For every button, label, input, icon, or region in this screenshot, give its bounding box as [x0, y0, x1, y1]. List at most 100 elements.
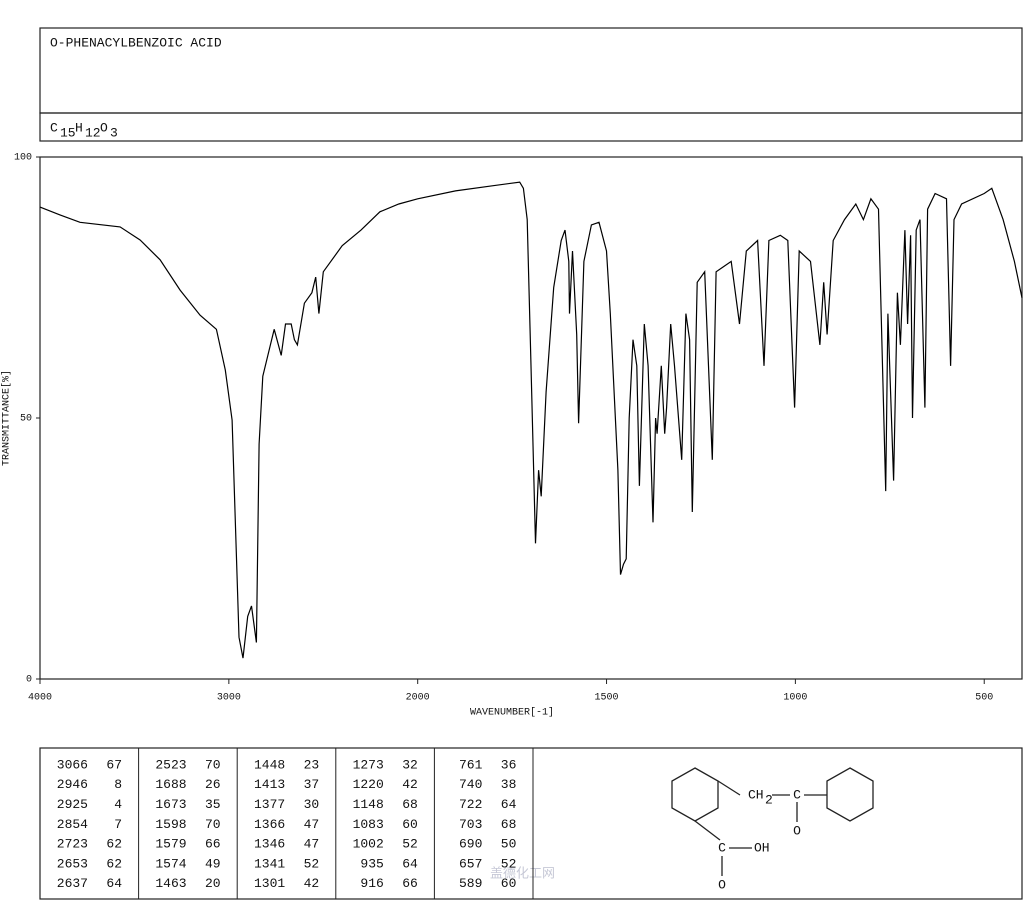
formula: C 15 H 12 O 3: [50, 120, 118, 140]
peak-wavenumber: 690: [459, 837, 482, 852]
y-tick-label: 0: [26, 675, 32, 686]
peak-wavenumber: 1148: [353, 797, 384, 812]
peak-transmittance: 26: [205, 777, 221, 792]
peak-transmittance: 70: [205, 757, 221, 772]
x-tick-label: 2000: [406, 693, 430, 704]
peak-transmittance: 42: [304, 876, 320, 891]
peak-wavenumber: 2637: [57, 876, 88, 891]
formula-element: H: [75, 120, 83, 135]
spectrum-line: [39, 181, 1023, 659]
peak-wavenumber: 1346: [254, 837, 285, 852]
peak-wavenumber: 1413: [254, 777, 285, 792]
peak-transmittance: 68: [402, 797, 418, 812]
peak-wavenumber: 2925: [57, 797, 88, 812]
formula-subscript: 15: [60, 125, 76, 140]
atom-label: 2: [765, 792, 773, 807]
peak-transmittance: 32: [402, 757, 418, 772]
peak-wavenumber: 2854: [57, 817, 88, 832]
peak-transmittance: 52: [501, 856, 517, 871]
peak-transmittance: 49: [205, 856, 221, 871]
peak-transmittance: 62: [106, 837, 122, 852]
peak-transmittance: 64: [106, 876, 122, 891]
peak-transmittance: 60: [501, 876, 517, 891]
peak-wavenumber: 1220: [353, 777, 384, 792]
peak-wavenumber: 1598: [155, 817, 186, 832]
peak-wavenumber: 1341: [254, 856, 285, 871]
peak-wavenumber: 1377: [254, 797, 285, 812]
atom-label: C: [793, 787, 801, 802]
peak-wavenumber: 3066: [57, 757, 88, 772]
peak-wavenumber: 1688: [155, 777, 186, 792]
peak-transmittance: 50: [501, 837, 517, 852]
peak-wavenumber: 1448: [254, 757, 285, 772]
peak-wavenumber: 1579: [155, 837, 186, 852]
atom-label: C: [718, 840, 726, 855]
peak-wavenumber: 935: [360, 856, 383, 871]
atom-label: O: [793, 823, 801, 838]
peak-transmittance: 20: [205, 876, 221, 891]
atom-label: OH: [754, 840, 770, 855]
peak-transmittance: 30: [304, 797, 320, 812]
peak-wavenumber: 2723: [57, 837, 88, 852]
peak-transmittance: 38: [501, 777, 517, 792]
peak-transmittance: 36: [501, 757, 517, 772]
peak-wavenumber: 2653: [57, 856, 88, 871]
watermark: 盖德化工网: [490, 867, 555, 882]
ring: [671, 767, 719, 822]
atom-label: O: [718, 877, 726, 892]
peak-transmittance: 8: [114, 777, 122, 792]
peak-wavenumber: 657: [459, 856, 482, 871]
compound-name: O-PHENACYLBENZOIC ACID: [50, 35, 222, 50]
y-tick-label: 100: [14, 153, 32, 164]
bond: [694, 820, 721, 841]
peak-transmittance: 70: [205, 817, 221, 832]
peak-transmittance: 35: [205, 797, 221, 812]
peak-wavenumber: 1366: [254, 817, 285, 832]
x-tick-label: 1000: [783, 693, 807, 704]
atom-label: CH: [748, 787, 764, 802]
formula-element: O: [100, 120, 108, 135]
peak-transmittance: 66: [205, 837, 221, 852]
peak-table: [39, 747, 1023, 900]
bond: [717, 780, 741, 796]
peak-wavenumber: 1273: [353, 757, 384, 772]
peak-wavenumber: 2523: [155, 757, 186, 772]
peak-wavenumber: 1301: [254, 876, 285, 891]
peak-transmittance: 47: [304, 817, 320, 832]
x-tick-label: 500: [975, 693, 993, 704]
formula-subscript: 12: [85, 125, 101, 140]
peak-wavenumber: 722: [459, 797, 482, 812]
peak-transmittance: 4: [114, 797, 122, 812]
peak-wavenumber: 916: [360, 876, 383, 891]
x-tick-label: 3000: [217, 693, 241, 704]
peak-transmittance: 62: [106, 856, 122, 871]
peak-wavenumber: 2946: [57, 777, 88, 792]
peak-transmittance: 42: [402, 777, 418, 792]
ring: [826, 767, 874, 822]
y-tick-label: 50: [20, 414, 32, 425]
peak-wavenumber: 1002: [353, 837, 384, 852]
peak-transmittance: 37: [304, 777, 320, 792]
x-tick-label: 1500: [595, 693, 619, 704]
peak-transmittance: 64: [501, 797, 517, 812]
x-tick-label: 4000: [28, 693, 52, 704]
peak-wavenumber: 703: [459, 817, 482, 832]
x-axis-label: WAVENUMBER[-1]: [470, 707, 554, 719]
y-axis-label: TRANSMITTANCE[%]: [1, 370, 13, 466]
peak-wavenumber: 589: [459, 876, 482, 891]
peak-transmittance: 7: [114, 817, 122, 832]
formula-element: C: [50, 120, 58, 135]
peak-wavenumber: 1673: [155, 797, 186, 812]
peak-transmittance: 52: [304, 856, 320, 871]
peak-wavenumber: 1463: [155, 876, 186, 891]
peak-transmittance: 67: [106, 757, 122, 772]
peak-transmittance: 64: [402, 856, 418, 871]
formula-box: [39, 112, 1023, 142]
peak-transmittance: 23: [304, 757, 320, 772]
plot-frame: [39, 156, 1023, 680]
peak-wavenumber: 740: [459, 777, 482, 792]
peak-wavenumber: 1574: [155, 856, 186, 871]
peak-transmittance: 60: [402, 817, 418, 832]
peak-transmittance: 52: [402, 837, 418, 852]
